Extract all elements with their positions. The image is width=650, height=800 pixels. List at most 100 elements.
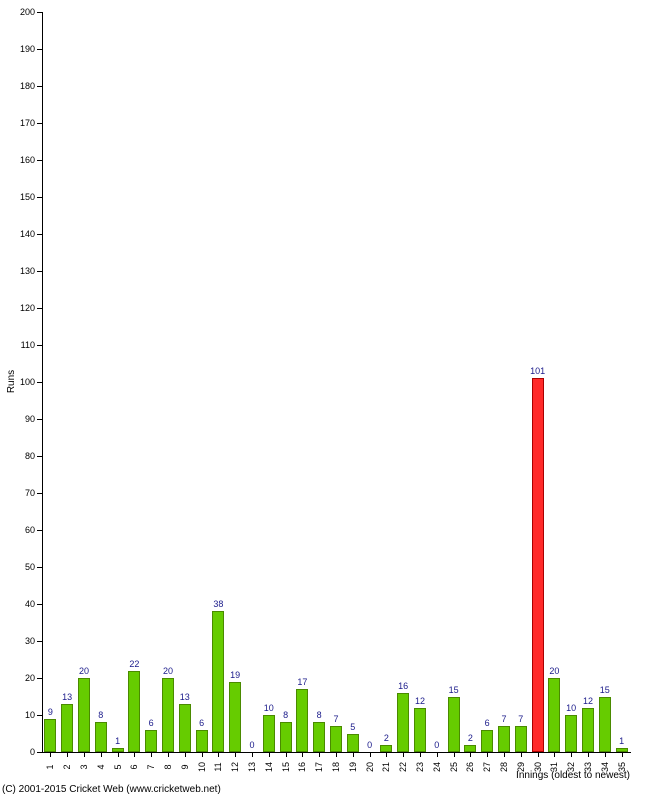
- x-tick-label: 4: [96, 757, 106, 777]
- x-tick-label: 14: [264, 757, 274, 777]
- y-tick-label: 50: [10, 562, 35, 572]
- x-tick-label: 20: [365, 757, 375, 777]
- bar: [481, 730, 493, 752]
- x-tick-label: 7: [146, 757, 156, 777]
- y-tick: [37, 493, 42, 494]
- x-tick-label: 21: [381, 757, 391, 777]
- x-tick-label: 34: [600, 757, 610, 777]
- y-tick-label: 0: [10, 747, 35, 757]
- x-tick-label: 22: [398, 757, 408, 777]
- x-tick-label: 32: [566, 757, 576, 777]
- bar-value-label: 2: [458, 733, 482, 743]
- y-tick: [37, 567, 42, 568]
- x-tick-label: 35: [617, 757, 627, 777]
- bar: [112, 748, 124, 752]
- x-tick-label: 3: [79, 757, 89, 777]
- x-tick-label: 13: [247, 757, 257, 777]
- x-tick-label: 25: [449, 757, 459, 777]
- y-tick-label: 150: [10, 192, 35, 202]
- bar-value-label: 7: [509, 714, 533, 724]
- y-tick: [37, 123, 42, 124]
- y-tick: [37, 197, 42, 198]
- x-tick-label: 29: [516, 757, 526, 777]
- y-tick-label: 30: [10, 636, 35, 646]
- x-tick-label: 19: [348, 757, 358, 777]
- x-tick-label: 9: [180, 757, 190, 777]
- bar-value-label: 20: [156, 666, 180, 676]
- bar-value-label: 19: [223, 670, 247, 680]
- x-tick-label: 12: [230, 757, 240, 777]
- y-tick: [37, 12, 42, 13]
- x-tick-label: 33: [583, 757, 593, 777]
- bar: [280, 722, 292, 752]
- y-tick: [37, 308, 42, 309]
- y-tick: [37, 271, 42, 272]
- bar-value-label: 6: [139, 718, 163, 728]
- y-tick-label: 10: [10, 710, 35, 720]
- bar: [448, 697, 460, 753]
- bar: [582, 708, 594, 752]
- x-tick-label: 28: [499, 757, 509, 777]
- bar: [196, 730, 208, 752]
- y-tick: [37, 345, 42, 346]
- bar-value-label: 20: [72, 666, 96, 676]
- x-tick-label: 16: [297, 757, 307, 777]
- bar: [179, 704, 191, 752]
- x-tick-label: 8: [163, 757, 173, 777]
- y-tick: [37, 530, 42, 531]
- y-tick: [37, 456, 42, 457]
- bar: [380, 745, 392, 752]
- bar-value-label: 16: [391, 681, 415, 691]
- bar-value-label: 8: [89, 710, 113, 720]
- y-tick-label: 160: [10, 155, 35, 165]
- bar: [464, 745, 476, 752]
- y-tick: [37, 419, 42, 420]
- bar-value-label: 2: [374, 733, 398, 743]
- chart-container: Runs Innings (oldest to newest) (C) 2001…: [0, 0, 650, 800]
- bar: [296, 689, 308, 752]
- x-tick-label: 1: [45, 757, 55, 777]
- bar-value-label: 15: [442, 685, 466, 695]
- y-tick-label: 180: [10, 81, 35, 91]
- x-tick-label: 15: [281, 757, 291, 777]
- bar: [616, 748, 628, 752]
- x-tick-label: 26: [465, 757, 475, 777]
- x-tick-label: 6: [129, 757, 139, 777]
- y-tick-label: 80: [10, 451, 35, 461]
- bar: [263, 715, 275, 752]
- bar: [548, 678, 560, 752]
- bar-value-label: 9: [38, 707, 62, 717]
- bar-value-label: 12: [408, 696, 432, 706]
- bar: [61, 704, 73, 752]
- y-tick: [37, 678, 42, 679]
- y-tick-label: 120: [10, 303, 35, 313]
- bar: [498, 726, 510, 752]
- bar: [313, 722, 325, 752]
- y-tick: [37, 382, 42, 383]
- x-tick-label: 31: [549, 757, 559, 777]
- bar-value-label: 0: [425, 740, 449, 750]
- y-tick-label: 140: [10, 229, 35, 239]
- bar: [565, 715, 577, 752]
- x-tick-label: 30: [533, 757, 543, 777]
- bar: [145, 730, 157, 752]
- y-tick: [37, 49, 42, 50]
- y-tick: [37, 234, 42, 235]
- y-tick-label: 110: [10, 340, 35, 350]
- y-tick: [37, 160, 42, 161]
- y-tick: [37, 641, 42, 642]
- bar-value-label: 0: [240, 740, 264, 750]
- y-tick-label: 60: [10, 525, 35, 535]
- x-tick-label: 2: [62, 757, 72, 777]
- bar-value-label: 8: [274, 710, 298, 720]
- bar-value-label: 13: [173, 692, 197, 702]
- bar-value-label: 20: [542, 666, 566, 676]
- x-tick-label: 23: [415, 757, 425, 777]
- bar-value-label: 22: [122, 659, 146, 669]
- x-tick-label: 5: [113, 757, 123, 777]
- footer-text: (C) 2001-2015 Cricket Web (www.cricketwe…: [2, 784, 221, 795]
- y-tick-label: 170: [10, 118, 35, 128]
- bar: [515, 726, 527, 752]
- y-tick-label: 90: [10, 414, 35, 424]
- x-tick-label: 10: [197, 757, 207, 777]
